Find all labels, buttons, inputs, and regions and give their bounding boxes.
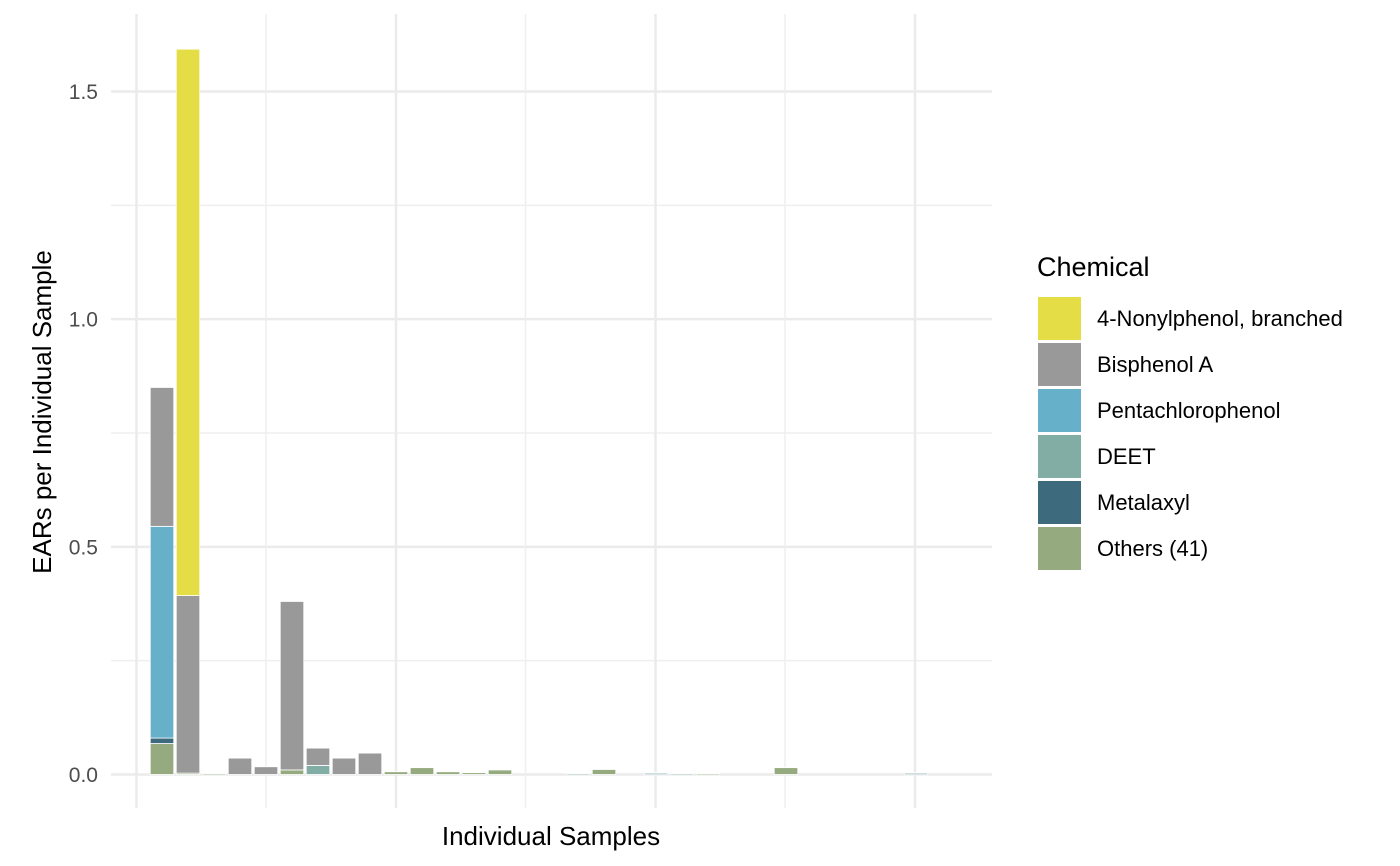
bar-segment: [903, 772, 929, 775]
bar-segment: [565, 773, 591, 776]
bar-segment: [331, 757, 357, 775]
bar-segment: [435, 771, 461, 775]
legend-label: 4-Nonylphenol, branched: [1097, 306, 1343, 331]
bar-segment: [357, 752, 383, 775]
legend-label: Pentachlorophenol: [1097, 398, 1280, 423]
bar-segment: [461, 772, 487, 775]
bar-segment: [409, 767, 435, 775]
bar-segment: [643, 772, 669, 775]
bar-segment: [175, 48, 201, 596]
bar-segment: [149, 525, 175, 739]
bar-segment: [591, 769, 617, 775]
y-tick-label: 0.0: [69, 764, 98, 787]
legend-label: Bisphenol A: [1097, 352, 1214, 377]
stacked-bars: [149, 48, 929, 776]
bar-segment: [383, 771, 409, 775]
legend-label: Others (41): [1097, 536, 1208, 561]
legend-key: [1038, 527, 1081, 570]
bar-segment: [487, 769, 513, 775]
bar-segment: [227, 757, 253, 775]
y-axis-title: EARs per Individual Sample: [27, 250, 57, 574]
bar-segment: [695, 773, 721, 776]
bar-segment: [149, 743, 175, 775]
legend-key: [1038, 481, 1081, 524]
legend-key: [1038, 297, 1081, 340]
y-tick-label: 1.5: [69, 81, 98, 104]
legend-label: Metalaxyl: [1097, 490, 1190, 515]
y-tick-label: 0.5: [69, 536, 98, 559]
bar-segment: [149, 387, 175, 527]
legend-key: [1038, 435, 1081, 478]
x-axis-title: Individual Samples: [442, 821, 660, 851]
bar-segment: [149, 737, 175, 744]
bar-segment: [279, 769, 305, 775]
legend: Chemical 4-Nonylphenol, branched Bispheno…: [1037, 252, 1343, 570]
grid-lines: [111, 14, 992, 808]
y-axis-tick-labels: 0.0 0.5 1.0 1.5: [69, 81, 98, 787]
bar-segment: [305, 764, 331, 775]
bar-segment: [305, 747, 331, 766]
y-tick-label: 1.0: [69, 309, 98, 332]
bar-segment: [175, 595, 201, 774]
legend-title: Chemical: [1037, 252, 1150, 282]
bar-segment: [253, 766, 279, 775]
bar-segment: [773, 767, 799, 775]
legend-key: [1038, 389, 1081, 432]
bar-segment: [669, 773, 695, 776]
bar-segment: [201, 773, 227, 776]
bar-segment: [279, 601, 305, 771]
legend-key: [1038, 343, 1081, 386]
legend-label: DEET: [1097, 444, 1156, 469]
